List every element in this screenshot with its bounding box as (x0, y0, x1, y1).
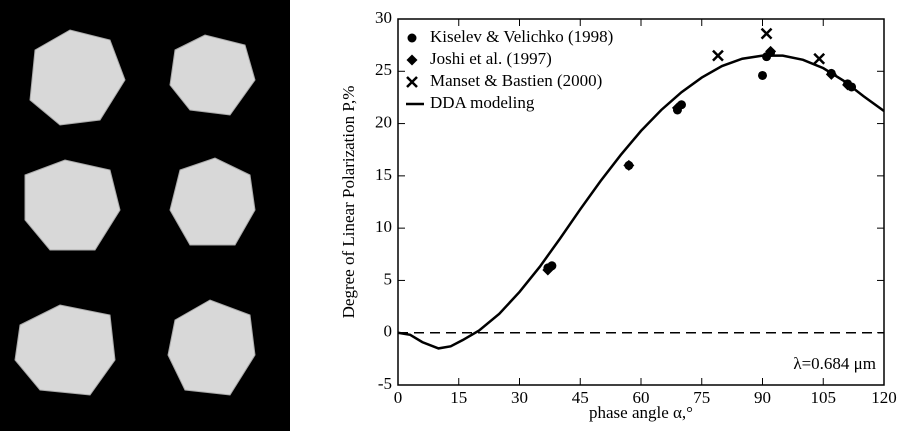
annotation: λ=0.684 μm (793, 354, 876, 373)
x-tick-label: 105 (811, 388, 837, 407)
particle (167, 299, 256, 396)
point (542, 264, 554, 276)
legend-label: Kiselev & Velichko (1998) (430, 27, 613, 46)
x-tick-label: 60 (633, 388, 650, 407)
particle (169, 34, 256, 116)
legend-swatch (407, 33, 417, 43)
model-line (397, 54, 885, 350)
legend-swatch (406, 76, 418, 88)
x-tick-label: 75 (693, 388, 710, 407)
point (671, 102, 683, 114)
x-tick-label: 30 (511, 388, 528, 407)
y-tick-label: -5 (378, 374, 392, 393)
x-tick-label: 15 (450, 388, 467, 407)
particle (169, 157, 256, 246)
y-tick-label: 0 (384, 322, 393, 341)
legend-label: Joshi et al. (1997) (430, 49, 552, 68)
y-tick-label: 15 (375, 165, 392, 184)
legend-label: Manset & Bastien (2000) (430, 71, 602, 90)
chart: phase angle α,° Degree of Linear Polariz… (339, 18, 885, 422)
particles (14, 29, 256, 396)
y-tick-label: 30 (375, 8, 392, 27)
particle (29, 29, 126, 126)
y-tick-label: 10 (375, 217, 392, 236)
x-tick-label: 45 (572, 388, 589, 407)
point (758, 70, 767, 80)
point (765, 45, 777, 57)
y-tick-label: 20 (375, 112, 392, 131)
particle (14, 304, 116, 396)
y-tick-label: 5 (384, 269, 393, 288)
x-tick-label: 0 (394, 388, 403, 407)
legend-swatch (406, 54, 418, 66)
legend-label: DDA modeling (430, 93, 535, 112)
point (623, 159, 635, 171)
point (813, 52, 826, 65)
y-axis-label: Degree of Linear Polarization P,% (339, 86, 358, 319)
point (712, 49, 724, 62)
x-tick-label: 120 (871, 388, 897, 407)
point (760, 27, 773, 40)
x-axis-label: phase angle α,° (589, 403, 693, 422)
particle (24, 159, 121, 251)
x-tick-label: 90 (754, 388, 771, 407)
y-tick-label: 25 (375, 60, 392, 79)
